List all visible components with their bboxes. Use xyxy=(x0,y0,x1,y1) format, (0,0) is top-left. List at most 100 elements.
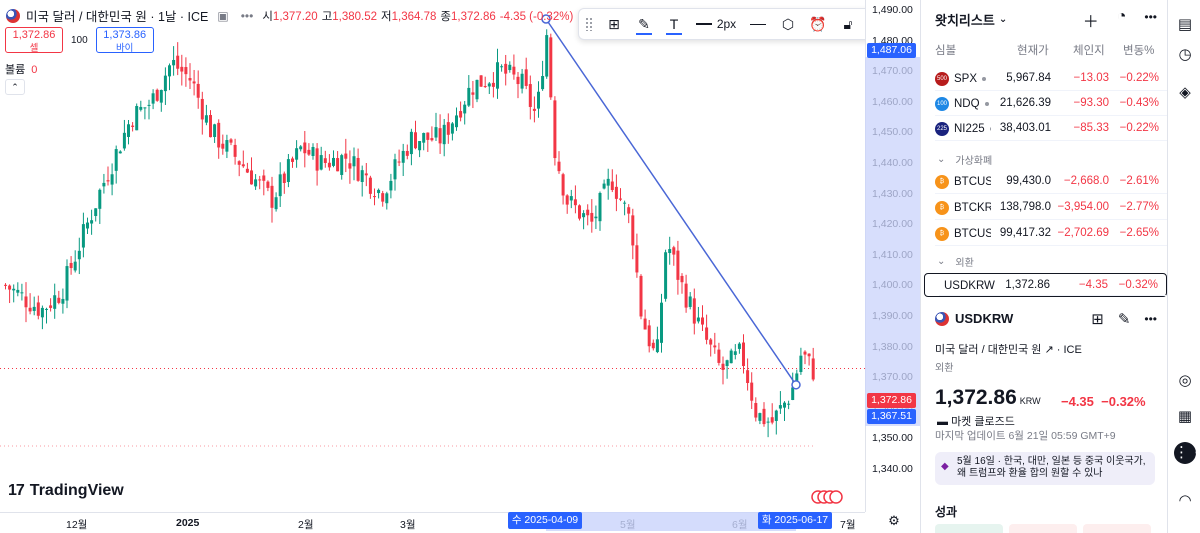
watchlist-icon[interactable]: ▤ xyxy=(1177,16,1193,33)
candle-body xyxy=(783,402,786,408)
sell-price: 1,372.86 xyxy=(12,29,56,41)
eye-toggle-icon[interactable]: ▣ xyxy=(217,8,229,23)
performance-card[interactable] xyxy=(935,524,1003,533)
buy-button[interactable]: 1,373.86 바이 xyxy=(95,27,154,54)
chart-settings-icon[interactable]: ⚙ xyxy=(888,513,900,528)
candle-body xyxy=(16,289,20,293)
row-chg: −2,668.0 xyxy=(1063,175,1109,187)
chevron-down-icon: ⌄ xyxy=(998,14,1008,25)
watchlist-header[interactable]: 왓치리스트 ⌄ xyxy=(935,10,1007,29)
candle-body xyxy=(352,156,356,167)
candle-body xyxy=(516,76,520,85)
time-label-end: 화 2025-06-17 xyxy=(758,512,832,529)
drag-handle-icon[interactable] xyxy=(585,17,593,31)
performance-card[interactable] xyxy=(1083,524,1151,533)
last-update: 마지막 업데이트 6월 21일 05:59 GMT+9 xyxy=(935,430,1116,442)
grid-icon[interactable]: ⊞ xyxy=(1091,311,1104,328)
template-icon[interactable]: ⊞ xyxy=(608,15,620,32)
candle-body xyxy=(758,413,762,421)
news-item[interactable]: ◆ 5월 16일 · 한국, 대만, 일본 등 중국 이웃국가, 왜 트럼프와 … xyxy=(935,452,1155,485)
col-symbol[interactable]: 심볼 xyxy=(935,45,957,57)
broadcast-icon[interactable]: ◠ xyxy=(1178,492,1192,509)
candle-body xyxy=(299,146,303,150)
chevron-down-icon: ⌄ xyxy=(937,256,946,267)
watchlist-row[interactable]: 500 SPX 5,967.84 −13.03 −0.22% xyxy=(921,67,1167,91)
detail-header[interactable]: USDKRW xyxy=(935,311,1013,326)
text-color-icon[interactable]: T xyxy=(659,10,689,38)
price-chart[interactable] xyxy=(0,0,865,512)
candle-body xyxy=(565,195,569,205)
chevron-down-icon: ⌄ xyxy=(937,154,946,165)
alerts-clock-icon[interactable]: ◷ xyxy=(1178,46,1192,63)
external-link-icon[interactable]: ↗ xyxy=(1044,344,1054,356)
tradingview-logo[interactable]: 17 TradingView xyxy=(8,482,124,500)
performance-card[interactable] xyxy=(1009,524,1077,533)
symbol-name: BTCUSD xyxy=(954,228,991,240)
volume-legend[interactable]: 볼륨 0 xyxy=(5,61,37,77)
candle-body xyxy=(680,275,684,283)
calendar-icon[interactable]: ▦ xyxy=(1177,408,1193,425)
chart-title[interactable]: 미국 달러 / 대한민국 원 · 1날 · ICE xyxy=(26,10,209,24)
candle-body xyxy=(799,355,803,373)
candle-body xyxy=(40,307,44,318)
edit-icon[interactable]: ✎ xyxy=(1117,311,1131,328)
watchlist-row[interactable]: ₿ BTCKRW 138,798.0 −3,954.00 −2.77% xyxy=(921,196,1167,220)
candle-body xyxy=(53,295,57,309)
watchlist-row[interactable]: 100 NDQ 21,626.39 −93.30 −0.43% xyxy=(921,92,1167,116)
candle-body xyxy=(660,302,663,343)
line-color-icon[interactable]: ✎ xyxy=(629,10,659,38)
col-change-pct[interactable]: 변동% xyxy=(1123,45,1155,57)
candle-body xyxy=(196,83,200,98)
candle-body xyxy=(94,208,98,217)
watchlist-row[interactable]: USDKRW 1,372.86 −4.35 −0.32% xyxy=(924,273,1167,297)
more-icon[interactable]: ••• xyxy=(1144,10,1157,24)
candle-body xyxy=(725,360,729,367)
candle-body xyxy=(106,180,110,182)
candle-body xyxy=(766,421,770,423)
detail-exchange[interactable]: ICE xyxy=(1063,344,1082,356)
apps-icon[interactable]: ⋮⋮ xyxy=(1174,442,1200,464)
row-symbol: USDKRW xyxy=(939,279,995,293)
col-change[interactable]: 체인지 xyxy=(1073,45,1105,57)
settings-hex-icon[interactable]: ⬡ xyxy=(781,15,795,32)
collapse-legend-button[interactable]: ⌃ xyxy=(5,79,25,95)
alert-icon[interactable]: ⏰ xyxy=(809,15,827,32)
symbol-logo-icon: ₿ xyxy=(935,201,949,215)
layers-icon[interactable]: ◈ xyxy=(1179,84,1191,101)
time-tick: 12월 xyxy=(66,519,88,531)
detail-symbol: USDKRW xyxy=(955,311,1014,326)
panel-divider[interactable] xyxy=(920,0,921,533)
add-symbol-icon[interactable]: ＋ xyxy=(1082,14,1099,31)
sell-button[interactable]: 1,372.86 셀 xyxy=(5,27,63,54)
watchlist-row[interactable]: ₿ BTCUSD 99,430.0 −2,668.0 −2.61% xyxy=(921,170,1167,194)
chart-pie-icon[interactable]: ◔ xyxy=(1116,8,1127,25)
watchlist-row[interactable]: ₿ BTCUSD 99,417.32 −2,702.69 −2.65% xyxy=(921,222,1167,246)
candle-body xyxy=(385,193,389,204)
gauge-icon[interactable]: ◎ xyxy=(1178,372,1192,389)
lock-icon[interactable]: 🔓︎ xyxy=(843,15,853,32)
candle-body xyxy=(131,125,135,127)
candle-body xyxy=(647,325,651,347)
candle-body xyxy=(475,79,479,100)
price-tick: 1,340.00 xyxy=(872,463,913,475)
candle-body xyxy=(770,417,774,423)
row-symbol: 100 NDQ xyxy=(935,97,991,111)
line-width-button[interactable]: 2px xyxy=(689,10,743,38)
watchlist-panel: 왓치리스트 ⌄ ＋ ◔ ••• 심볼 현재가 체인지 변동% 500 SPX 5,96… xyxy=(921,0,1167,533)
candle-body xyxy=(405,150,409,156)
watchlist-section[interactable]: ⌄ 가상화폐 xyxy=(937,152,992,167)
candle-body xyxy=(73,261,77,271)
more-icon[interactable]: ••• xyxy=(1144,312,1157,326)
watchlist-row[interactable]: 225 NI225 38,403.01 −85.33 −0.22% xyxy=(921,117,1167,141)
news-icon: ◆ xyxy=(941,461,949,472)
symbol-name: BTCUSD xyxy=(954,176,991,188)
line-style-icon[interactable] xyxy=(743,10,773,38)
row-pct: −2.65% xyxy=(1119,227,1159,239)
row-chg: −3,954.00 xyxy=(1057,201,1109,213)
watchlist-section[interactable]: ⌄ 외환 xyxy=(937,254,974,269)
chart-area[interactable]: 미국 달러 / 대한민국 원 · 1날 · ICE ▣ ••• 시1,377.2… xyxy=(0,0,920,533)
more-icon[interactable]: ••• xyxy=(240,8,254,23)
col-last[interactable]: 현재가 xyxy=(1017,45,1049,57)
candle-body xyxy=(245,168,249,173)
candle-body xyxy=(229,139,233,143)
